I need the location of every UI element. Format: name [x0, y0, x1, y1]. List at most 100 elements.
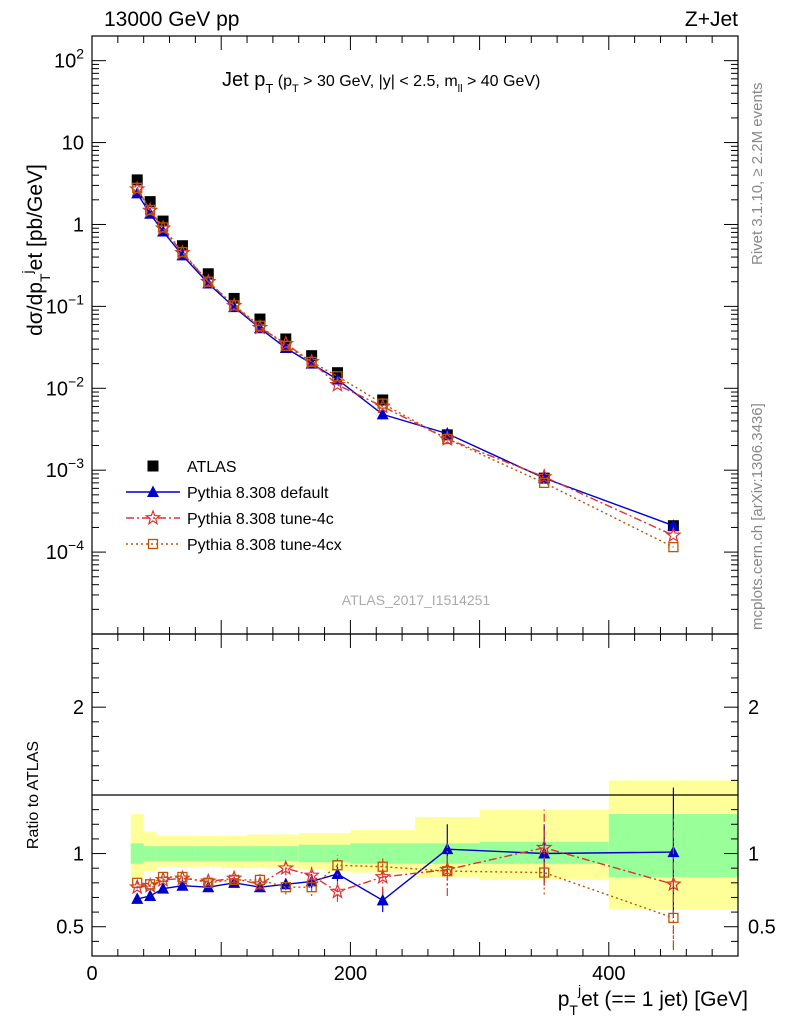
upper-data-point — [144, 204, 156, 216]
lower-series-line — [137, 864, 674, 919]
header-right: Z+Jet — [685, 8, 738, 31]
mcplots-label: mcplots.cern.ch [arXiv:1306.3436] — [749, 403, 766, 630]
lower-data-point — [442, 865, 453, 877]
lower-y-tick-label-right: 2 — [748, 697, 759, 719]
upper-data-point — [376, 407, 389, 420]
upper-data-point — [132, 182, 143, 193]
lower-data-point — [535, 838, 553, 855]
lower-series-line — [137, 846, 674, 893]
upper-data-point — [157, 222, 169, 233]
lower-data-point — [441, 842, 454, 855]
green-band-segment — [169, 846, 196, 861]
upper-y-tick-label: 102 — [54, 46, 84, 73]
upper-data-point — [535, 468, 553, 484]
lower-data-point — [176, 879, 189, 891]
rivet-label: Rivet 3.1.10, ≥ 2.2M events — [749, 83, 766, 266]
lower-y-tick-label-right: 0.5 — [748, 917, 776, 939]
upper-data-point — [332, 371, 343, 382]
lower-data-point — [157, 871, 169, 883]
upper-data-point — [331, 367, 343, 379]
upper-data-point — [228, 300, 240, 311]
upper-data-point — [131, 174, 143, 186]
lower-data-point — [277, 859, 295, 876]
lower-series-line — [137, 848, 674, 902]
x-tick-label: 200 — [334, 963, 367, 985]
upper-data-point — [306, 356, 317, 368]
lower-data-point — [202, 880, 215, 893]
lower-data-point — [177, 871, 188, 883]
upper-y-axis: 10−4 10−3 10−2 10−1 1 10 102 — [46, 35, 738, 635]
upper-data-point — [377, 398, 388, 409]
green-band-segment — [298, 844, 325, 863]
lower-data-point — [668, 912, 679, 924]
lower-y-axis-title: Ratio to ATLAS — [25, 741, 42, 849]
lower-data-point — [131, 892, 144, 904]
upper-y-tick-label: 10−2 — [46, 373, 84, 400]
lower-data-point — [132, 877, 143, 888]
upper-y-tick-label: 10−4 — [46, 537, 84, 564]
upper-data-point — [144, 196, 156, 208]
legend-label: Pythia 8.308 tune-4c — [187, 511, 334, 528]
upper-data-point — [203, 276, 214, 287]
legend-marker — [144, 509, 162, 526]
green-band-segment — [272, 846, 299, 861]
upper-data-point — [667, 519, 680, 531]
x-tick-label: 400 — [592, 963, 625, 985]
lower-data-point — [157, 882, 170, 894]
green-band-segment — [350, 843, 415, 864]
upper-data-point — [177, 246, 188, 258]
lower-data-point — [144, 889, 157, 901]
legend-marker — [147, 538, 159, 550]
upper-y-tick-label: 10−3 — [46, 455, 84, 482]
lower-data-point — [228, 874, 240, 886]
lower-data-point — [376, 893, 389, 906]
green-band-segment — [221, 846, 248, 861]
lower-data-point — [254, 874, 266, 886]
lower-series-2 — [132, 850, 679, 948]
header-left: 13000 GeV pp — [104, 8, 239, 31]
green-band-segment — [156, 846, 170, 861]
upper-data-point — [280, 340, 291, 351]
legend-marker — [147, 460, 159, 472]
upper-data-point — [668, 541, 679, 553]
lower-data-point — [203, 877, 214, 888]
lower-data-point — [303, 866, 320, 883]
legend-marker — [147, 485, 159, 497]
upper-series — [128, 174, 682, 553]
upper-data-point — [329, 376, 346, 393]
upper-data-point — [665, 526, 682, 543]
green-band-segment — [143, 846, 157, 861]
upper-y-tick-label: 1 — [73, 214, 84, 236]
legend-label: ATLAS — [187, 459, 237, 476]
green-band-segment — [247, 846, 273, 861]
upper-data-point — [254, 320, 266, 331]
upper-data-point — [442, 433, 453, 445]
lower-data-point — [306, 882, 317, 893]
legend: ATLAS Pythia 8.308 default Pythia 8.308 tu… — [126, 459, 342, 554]
x-tick-label: 0 — [86, 963, 97, 985]
legend-label: Pythia 8.308 default — [187, 485, 329, 502]
legend-label: Pythia 8.308 tune-4cx — [187, 537, 342, 554]
green-band-segment — [195, 846, 222, 861]
lower-y-tick-label: 2 — [73, 697, 84, 719]
lower-y-tick-label-right: 1 — [748, 844, 759, 866]
lower-data-point — [329, 882, 346, 899]
upper-data-point — [280, 333, 292, 345]
lower-data-point — [377, 861, 388, 872]
lower-data-point — [665, 875, 682, 892]
upper-data-point — [539, 477, 550, 489]
lower-data-point — [280, 882, 291, 893]
lower-y-tick-label: 1 — [73, 844, 84, 866]
lower-data-point — [374, 868, 392, 884]
upper-y-tick-label: 10 — [62, 133, 84, 155]
green-band-segment — [324, 844, 351, 863]
lower-frame — [91, 633, 739, 957]
green-band-segment — [130, 843, 144, 864]
lower-y-tick-label: 0.5 — [56, 917, 84, 939]
lower-series — [128, 787, 682, 951]
lower-data-point — [331, 867, 344, 880]
upper-series-3 — [132, 182, 679, 553]
analysis-watermark: ATLAS_2017_I1514251 — [342, 592, 491, 608]
lower-data-point — [539, 867, 550, 878]
upper-y-tick-label: 10−1 — [46, 291, 84, 318]
